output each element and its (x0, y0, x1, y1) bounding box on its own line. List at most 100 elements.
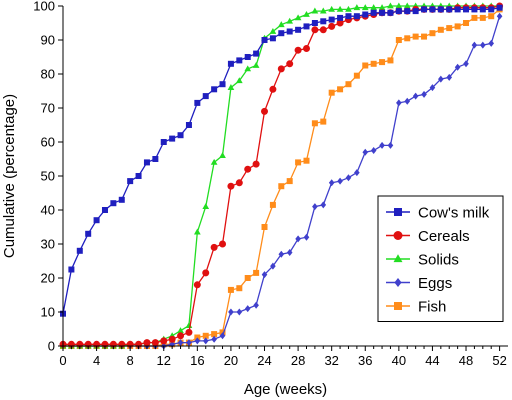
data-point-fish (488, 13, 495, 20)
data-point-eggs (253, 301, 259, 309)
data-point-cow-s-milk (253, 50, 260, 57)
data-point-cereals (302, 45, 310, 52)
data-point-cow-s-milk (437, 6, 444, 13)
data-point-fish (253, 269, 260, 276)
legend-label: Fish (418, 299, 446, 316)
data-point-eggs (278, 250, 285, 258)
legend-label: Eggs (418, 275, 452, 292)
data-point-cow-s-milk (421, 6, 428, 13)
legend-label: Cow's milk (418, 205, 490, 222)
y-tick-label: 90 (41, 33, 55, 48)
data-point-cow-s-milk (211, 86, 218, 93)
y-tick-label: 10 (41, 305, 55, 320)
data-point-cow-s-milk (320, 18, 327, 25)
data-point-cow-s-milk (286, 28, 293, 35)
data-point-eggs (202, 337, 209, 345)
x-tick-label: 0 (59, 353, 66, 368)
data-point-solids (269, 27, 277, 34)
data-point-fish (261, 224, 268, 230)
data-point-solids (277, 21, 285, 28)
data-point-eggs (312, 203, 318, 211)
data-point-cow-s-milk (353, 13, 360, 20)
x-tick-label: 20 (224, 353, 238, 368)
data-point-cereals (319, 26, 327, 34)
legend-marker (393, 231, 403, 240)
data-point-cereals (252, 160, 260, 168)
data-point-cow-s-milk (345, 13, 352, 20)
data-point-cow-s-milk (496, 4, 503, 11)
data-point-cereals (193, 281, 201, 289)
x-tick-label: 12 (157, 353, 171, 368)
data-point-cow-s-milk (85, 230, 92, 237)
data-point-cow-s-milk (362, 11, 369, 18)
legend-label: Cereals (418, 228, 470, 245)
legend-item-cereals: Cereals (386, 228, 470, 245)
data-point-fish (370, 60, 377, 67)
data-point-solids (219, 152, 226, 158)
data-point-eggs (270, 262, 276, 270)
data-point-cow-s-milk (169, 135, 176, 142)
data-point-eggs (480, 41, 486, 49)
data-point-eggs (463, 60, 469, 68)
data-point-cereals (235, 179, 243, 187)
data-point-cow-s-milk (143, 159, 150, 166)
data-point-cereals (244, 165, 252, 173)
legend-marker (394, 208, 402, 216)
data-point-fish (479, 14, 486, 21)
data-point-eggs (244, 305, 251, 313)
y-tick-label: 50 (41, 169, 55, 184)
x-axis-title: Age (weeks) (244, 381, 327, 398)
data-point-cereals (210, 243, 218, 251)
data-point-cow-s-milk (236, 57, 243, 64)
data-point-eggs (228, 308, 234, 316)
data-point-cow-s-milk (303, 23, 310, 30)
data-point-cow-s-milk (463, 6, 470, 13)
data-point-fish (395, 37, 402, 43)
data-point-cow-s-milk (488, 6, 495, 13)
x-tick-label: 52 (492, 353, 506, 368)
data-point-cereals (286, 60, 294, 68)
data-point-cereals (177, 332, 185, 340)
data-point-cow-s-milk (395, 8, 402, 15)
data-point-eggs (362, 148, 369, 156)
x-tick-label: 36 (358, 353, 372, 368)
data-point-solids (185, 322, 193, 328)
data-point-cereals (277, 65, 285, 73)
data-point-cow-s-milk (202, 93, 209, 100)
data-point-fish (421, 33, 428, 40)
data-point-cow-s-milk (177, 132, 184, 139)
data-point-fish (429, 30, 436, 37)
data-point-cow-s-milk (337, 14, 344, 21)
data-point-fish (353, 72, 360, 79)
data-point-cow-s-milk (93, 217, 100, 224)
y-tick-label: 40 (41, 203, 55, 218)
data-point-solids (193, 228, 201, 235)
data-point-cow-s-milk (227, 60, 234, 67)
data-point-cow-s-milk (160, 139, 167, 145)
data-point-cow-s-milk (76, 247, 83, 254)
data-point-fish (437, 26, 444, 33)
data-point-solids (227, 84, 235, 90)
data-point-eggs (337, 177, 343, 185)
data-point-cow-s-milk (68, 266, 75, 273)
data-point-cereals (328, 22, 336, 30)
data-point-cow-s-milk (278, 30, 285, 37)
data-point-solids (286, 17, 294, 24)
data-point-fish (311, 120, 318, 127)
y-axis-ticks: 0 10 20 30 40 50 60 70 80 90 100 (33, 0, 63, 354)
data-point-cereals (227, 182, 235, 190)
data-point-eggs (194, 337, 201, 345)
data-point-cow-s-milk (244, 54, 251, 60)
y-tick-label: 30 (41, 237, 55, 252)
y-tick-label: 0 (48, 339, 55, 354)
data-point-eggs (219, 332, 226, 340)
data-point-eggs (295, 235, 301, 243)
data-point-eggs (379, 141, 385, 149)
data-point-fish (227, 286, 234, 293)
data-point-cereals (311, 26, 319, 34)
data-point-cow-s-milk (135, 173, 142, 179)
data-point-fish (202, 332, 209, 339)
data-point-solids (244, 65, 252, 72)
